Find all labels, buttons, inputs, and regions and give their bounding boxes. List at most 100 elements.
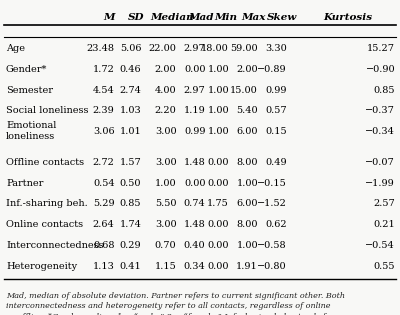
Text: 0.00: 0.00: [208, 179, 229, 188]
Text: 1.91: 1.91: [236, 261, 258, 271]
Text: 3.00: 3.00: [155, 127, 176, 136]
Text: 1.00: 1.00: [236, 179, 258, 188]
Text: 0.57: 0.57: [265, 106, 287, 115]
Text: Gender*: Gender*: [6, 65, 47, 74]
Text: 22.00: 22.00: [149, 44, 176, 53]
Text: 0.00: 0.00: [208, 261, 229, 271]
Text: 2.97: 2.97: [184, 44, 206, 53]
Text: 2.57: 2.57: [374, 199, 395, 209]
Text: 0.00: 0.00: [208, 220, 229, 229]
Text: 5.29: 5.29: [93, 199, 114, 209]
Text: 0.40: 0.40: [184, 241, 206, 250]
Text: M: M: [103, 13, 115, 21]
Text: Skew: Skew: [267, 13, 298, 21]
Text: 0.74: 0.74: [184, 199, 206, 209]
Text: 1.15: 1.15: [155, 261, 176, 271]
Text: 5.40: 5.40: [236, 106, 258, 115]
Text: 0.41: 0.41: [120, 261, 141, 271]
Text: 1.72: 1.72: [93, 65, 114, 74]
Text: 1.19: 1.19: [184, 106, 206, 115]
Text: 0.70: 0.70: [155, 241, 176, 250]
Text: 1.00: 1.00: [207, 86, 229, 95]
Text: Mad: Mad: [188, 13, 214, 21]
Text: 1.00: 1.00: [207, 106, 229, 115]
Text: 1.13: 1.13: [93, 261, 114, 271]
Text: 0.00: 0.00: [208, 241, 229, 250]
Text: Offline contacts: Offline contacts: [6, 158, 84, 167]
Text: 3.06: 3.06: [93, 127, 114, 136]
Text: −0.89: −0.89: [257, 65, 287, 74]
Text: 0.00: 0.00: [184, 179, 206, 188]
Text: −0.07: −0.07: [366, 158, 395, 167]
Text: Heterogeneity: Heterogeneity: [6, 261, 77, 271]
Text: 0.34: 0.34: [184, 261, 206, 271]
Text: 3.00: 3.00: [155, 220, 176, 229]
Text: 1.57: 1.57: [120, 158, 141, 167]
Text: loneliness: loneliness: [6, 132, 55, 141]
Text: Mad, median of absolute deviation. Partner refers to current significant other. : Mad, median of absolute deviation. Partn…: [6, 292, 345, 315]
Text: Median: Median: [150, 13, 194, 21]
Text: 1.48: 1.48: [184, 220, 206, 229]
Text: Social loneliness: Social loneliness: [6, 106, 88, 115]
Text: 1.00: 1.00: [207, 127, 229, 136]
Text: 8.00: 8.00: [236, 158, 258, 167]
Text: Emotional: Emotional: [6, 121, 56, 130]
Text: 5.06: 5.06: [120, 44, 141, 53]
Text: 1.03: 1.03: [120, 106, 141, 115]
Text: 0.15: 0.15: [265, 127, 287, 136]
Text: 0.50: 0.50: [120, 179, 141, 188]
Text: −0.54: −0.54: [366, 241, 395, 250]
Text: Age: Age: [6, 44, 25, 53]
Text: −1.99: −1.99: [366, 179, 395, 188]
Text: −0.80: −0.80: [257, 261, 287, 271]
Text: Interconnectedness: Interconnectedness: [6, 241, 104, 250]
Text: 1.00: 1.00: [207, 65, 229, 74]
Text: −0.58: −0.58: [257, 241, 287, 250]
Text: 15.00: 15.00: [230, 86, 258, 95]
Text: 0.29: 0.29: [120, 241, 141, 250]
Text: Min: Min: [214, 13, 237, 21]
Text: Partner: Partner: [6, 179, 43, 188]
Text: 1.00: 1.00: [155, 179, 176, 188]
Text: 0.99: 0.99: [266, 86, 287, 95]
Text: 1.00: 1.00: [236, 241, 258, 250]
Text: 4.54: 4.54: [93, 86, 114, 95]
Text: 1.74: 1.74: [119, 220, 141, 229]
Text: 2.00: 2.00: [236, 65, 258, 74]
Text: Kurtosis: Kurtosis: [324, 13, 373, 21]
Text: 2.72: 2.72: [93, 158, 114, 167]
Text: 59.00: 59.00: [230, 44, 258, 53]
Text: 1.48: 1.48: [184, 158, 206, 167]
Text: 5.50: 5.50: [155, 199, 176, 209]
Text: Max: Max: [241, 13, 266, 21]
Text: 1.01: 1.01: [120, 127, 141, 136]
Text: 0.99: 0.99: [184, 127, 206, 136]
Text: 0.49: 0.49: [265, 158, 287, 167]
Text: 0.00: 0.00: [184, 65, 206, 74]
Text: Semester: Semester: [6, 86, 53, 95]
Text: 2.64: 2.64: [93, 220, 114, 229]
Text: 0.85: 0.85: [120, 199, 141, 209]
Text: 2.00: 2.00: [155, 65, 176, 74]
Text: 1.75: 1.75: [207, 199, 229, 209]
Text: −0.37: −0.37: [365, 106, 395, 115]
Text: 0.55: 0.55: [374, 261, 395, 271]
Text: 0.21: 0.21: [374, 220, 395, 229]
Text: 0.46: 0.46: [120, 65, 141, 74]
Text: −0.90: −0.90: [366, 65, 395, 74]
Text: 2.39: 2.39: [93, 106, 114, 115]
Text: −1.52: −1.52: [257, 199, 287, 209]
Text: 0.85: 0.85: [374, 86, 395, 95]
Text: 0.54: 0.54: [93, 179, 114, 188]
Text: 2.74: 2.74: [119, 86, 141, 95]
Text: 2.97: 2.97: [184, 86, 206, 95]
Text: 23.48: 23.48: [86, 44, 114, 53]
Text: Inf.-sharing beh.: Inf.-sharing beh.: [6, 199, 88, 209]
Text: 3.30: 3.30: [265, 44, 287, 53]
Text: Online contacts: Online contacts: [6, 220, 83, 229]
Text: 6.00: 6.00: [236, 199, 258, 209]
Text: 2.20: 2.20: [155, 106, 176, 115]
Text: 0.00: 0.00: [208, 158, 229, 167]
Text: 0.62: 0.62: [265, 220, 287, 229]
Text: 3.00: 3.00: [155, 158, 176, 167]
